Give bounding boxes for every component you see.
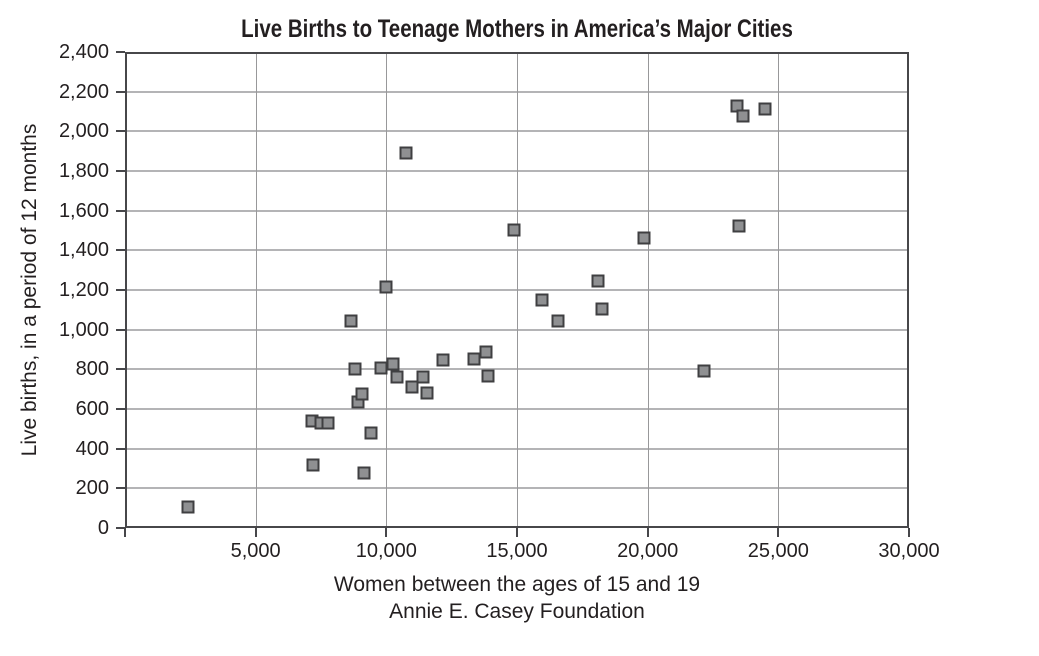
y-axis-tick: [116, 249, 125, 252]
data-point-marker: [364, 426, 378, 440]
y-tick-label: 2,400: [58, 41, 109, 63]
x-tick-label: 15,000: [486, 540, 548, 562]
y-axis-tick: [116, 447, 125, 450]
y-tick-label: 1,800: [58, 160, 109, 182]
x-axis-tick: [908, 528, 910, 537]
vertical-gridline: [255, 52, 257, 528]
y-axis-tick: [116, 408, 125, 410]
x-tick-label: 10,000: [355, 540, 417, 562]
y-axis-tick: [116, 289, 125, 291]
data-point-marker: [386, 357, 400, 371]
data-point-marker: [758, 102, 772, 116]
data-point-marker: [637, 231, 651, 245]
data-point-marker: [390, 370, 404, 384]
y-axis-tick: [116, 487, 125, 490]
data-point-marker: [467, 352, 481, 366]
x-axis-tick: [646, 528, 649, 537]
y-tick-label: 1,600: [58, 199, 109, 222]
data-point-marker: [697, 364, 711, 378]
data-point-marker: [416, 370, 430, 384]
y-tick-label: 0: [97, 517, 109, 539]
data-point-marker: [344, 314, 358, 328]
data-point-marker: [507, 223, 521, 236]
y-axis-tick: [116, 51, 125, 53]
y-axis-tick: [116, 90, 125, 93]
x-axis-tick: [777, 528, 780, 537]
y-tick-label: 1,400: [58, 239, 109, 262]
y-tick-label: 600: [75, 398, 109, 420]
x-axis-source-label: Annie E. Casey Foundation: [389, 600, 645, 623]
chart-title: Live Births to Teenage Mothers in Americ…: [241, 15, 793, 43]
y-axis-tick: [116, 328, 125, 331]
y-axis-tick: [116, 209, 125, 212]
x-axis-label: Women between the ages of 15 and 19: [333, 573, 701, 596]
y-tick-label: 2,200: [58, 80, 109, 103]
data-point-marker: [348, 362, 362, 376]
y-tick-label: 1,000: [58, 318, 109, 341]
plot-area: [125, 52, 909, 528]
data-point-marker: [181, 500, 195, 514]
x-axis-tick: [254, 528, 257, 537]
data-point-marker: [732, 219, 746, 233]
data-point-marker: [595, 302, 609, 316]
data-point-marker: [481, 369, 495, 383]
data-point-marker: [551, 314, 564, 328]
vertical-gridline: [778, 52, 780, 528]
data-point-marker: [355, 387, 368, 401]
y-axis-tick: [116, 527, 125, 529]
y-tick-label: 200: [75, 477, 109, 500]
y-tick-label: 400: [75, 437, 109, 460]
x-tick-label: 5,000: [230, 540, 281, 562]
vertical-gridline: [517, 52, 518, 528]
data-point-marker: [420, 386, 434, 400]
y-axis-tick: [116, 170, 125, 172]
y-axis-tick: [116, 130, 125, 133]
y-axis-tick: [116, 368, 125, 371]
x-tick-label: 30,000: [878, 540, 940, 562]
x-axis-tick: [124, 528, 126, 537]
data-point-marker: [357, 466, 371, 480]
data-point-marker: [535, 293, 549, 307]
y-tick-label: 1,200: [58, 279, 109, 301]
y-tick-label: 2,000: [58, 120, 109, 143]
x-tick-label: 20,000: [617, 540, 679, 562]
data-point-marker: [730, 99, 744, 113]
data-point-marker: [306, 458, 320, 472]
data-point-marker: [436, 353, 450, 367]
x-axis-tick: [516, 528, 518, 537]
data-point-marker: [379, 280, 393, 294]
x-tick-label: 25,000: [747, 540, 809, 562]
x-axis-tick: [385, 528, 388, 537]
data-point-marker: [399, 146, 413, 160]
y-tick-label: 800: [75, 358, 109, 381]
data-point-marker: [736, 109, 750, 123]
data-point-marker: [479, 345, 493, 359]
data-point-marker: [321, 416, 335, 430]
data-point-marker: [405, 380, 419, 394]
data-point-marker: [591, 274, 605, 288]
vertical-gridline: [647, 52, 649, 528]
